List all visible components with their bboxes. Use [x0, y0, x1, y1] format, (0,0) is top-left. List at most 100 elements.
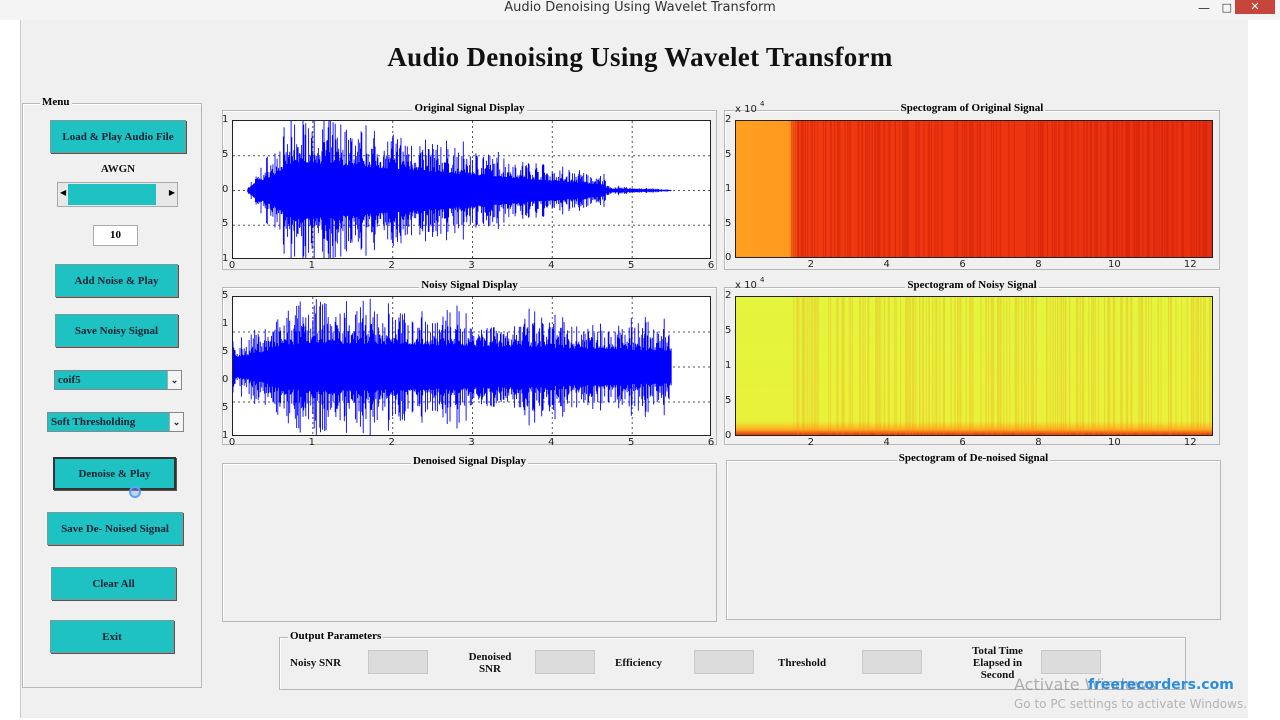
plot-title-text: Original Signal Display [412, 102, 527, 114]
axes [232, 120, 711, 259]
x-tick-label: 5 [627, 260, 635, 271]
threshold-value: Soft Thresholding [51, 416, 136, 428]
plot-title: Original Signal Display [222, 102, 717, 114]
x-tick-label: 4 [883, 437, 890, 448]
output-field[interactable] [694, 650, 754, 674]
x-tick-label: 10 [1107, 259, 1121, 270]
plot-title-text: Spectogram of Noisy Signal [905, 279, 1039, 291]
minimize[interactable]: — [1198, 1, 1210, 15]
x-tick-label: 2 [388, 260, 395, 271]
header-title: Audio Denoising Using Wavelet Transform [387, 42, 893, 72]
axis-exponent: x 10 [735, 280, 757, 291]
window-title: Audio Denoising Using Wavelet Transform [504, 0, 776, 15]
maximize[interactable]: □ [1221, 1, 1232, 14]
output-field[interactable] [368, 650, 428, 674]
output-title: Output Parameters [288, 630, 384, 642]
y-tick-label: 5 [725, 325, 732, 336]
plot-title: Noisy Signal Display [222, 279, 717, 291]
slider-right[interactable]: ▶ [168, 188, 175, 197]
x-tick-label: 4 [548, 260, 555, 271]
x-tick-label: 6 [959, 259, 966, 270]
x-tick-label: 12 [1183, 259, 1197, 270]
y-tick-label: 1 [222, 430, 229, 441]
exit-button[interactable]: Exit [50, 620, 174, 653]
x-tick-label: 5 [627, 437, 635, 448]
y-tick-label: 5 [222, 290, 229, 301]
y-tick-label: 1 [725, 183, 732, 194]
dropdown-arrow: ⌄ [169, 413, 183, 431]
y-tick-label: 5 [725, 395, 732, 406]
x-tick-label: 3 [468, 260, 475, 271]
awgn-slider[interactable]: ◀ ▶ [57, 182, 178, 207]
x-tick-label: 12 [1183, 437, 1197, 448]
output-field[interactable] [535, 650, 595, 674]
x-tick-label: 8 [1035, 259, 1042, 270]
menu-label: Menu [40, 96, 72, 108]
waveform-plot [233, 297, 710, 435]
activate-hint: Go to PC settings to activate Windows. [1014, 697, 1248, 711]
title-bar: Audio Denoising Using Wavelet Transform … [0, 0, 1280, 20]
x-tick-label: 0 [228, 437, 236, 448]
waveform [247, 121, 672, 258]
slider-left[interactable]: ◀ [60, 188, 67, 197]
y-tick-label: 1 [222, 253, 229, 264]
plot-title-text: Spectogram of Original Signal [898, 102, 1046, 114]
plot-title: Spectogram of Original Signal [724, 102, 1220, 114]
spectrogram-lines [793, 297, 1212, 435]
axes [735, 120, 1213, 258]
x-tick-label: 6 [707, 260, 715, 271]
load-button[interactable]: Load & Play Audio File [50, 120, 186, 153]
wavelet-select[interactable]: coif5 ⌄ [54, 370, 182, 390]
awgn-label: AWGN [100, 163, 136, 175]
output-panel [279, 637, 1186, 690]
x-tick-label: 4 [548, 437, 555, 448]
x-tick-label: 2 [388, 437, 395, 448]
plot-panel [222, 463, 717, 622]
axes [735, 296, 1213, 436]
y-tick-label: 2 [725, 290, 732, 301]
axis-exponent: x 10 [735, 104, 757, 115]
spectrogram-texture [793, 297, 1212, 435]
threshold-select[interactable]: Soft Thresholding ⌄ [47, 412, 184, 432]
y-tick-label: 1 [222, 114, 229, 125]
x-tick-label: 1 [308, 437, 316, 448]
x-tick-label: 2 [807, 259, 815, 270]
waveform-plot [233, 121, 710, 258]
slider-thumb[interactable] [68, 184, 156, 205]
y-tick-label: 0 [222, 374, 229, 385]
y-tick-label: 0 [725, 430, 732, 441]
y-tick-label: 5 [222, 218, 229, 230]
add-noise-button[interactable]: Add Noise & Play [55, 264, 178, 297]
x-tick-label: 8 [1035, 437, 1042, 448]
y-tick-label: 2 [725, 114, 732, 125]
dropdown-arrow: ⌄ [167, 371, 181, 389]
awgn-value[interactable]: 10 [93, 225, 138, 246]
axis-exponent-power: 4 [760, 100, 765, 108]
y-tick-label: 5 [222, 148, 229, 160]
activate-watermark: Activate Windows [1014, 675, 1157, 694]
x-tick-label: 10 [1107, 437, 1121, 448]
y-tick-label: 5 [222, 402, 229, 413]
axes [232, 296, 711, 436]
output-field[interactable] [1041, 650, 1101, 674]
menu-panel [22, 103, 202, 688]
plot-title: Spectogram of Noisy Signal [724, 279, 1220, 291]
recorder-watermark: freerecorders.com [1088, 677, 1234, 693]
plot-panel [726, 460, 1221, 620]
close[interactable]: ✕ [1235, 0, 1275, 14]
output-field[interactable] [862, 650, 922, 674]
spectrogram-lines [791, 121, 1212, 257]
axis-exponent-power: 4 [760, 276, 765, 284]
plot-title: Denoised Signal Display [222, 455, 717, 467]
save-denoised-button[interactable]: Save De- Noised Signal [47, 512, 183, 545]
plot-title-text: Spectogram of De-noised Signal [896, 452, 1051, 464]
x-tick-label: 0 [228, 260, 236, 271]
clear-button[interactable]: Clear All [51, 567, 176, 600]
cursor [129, 486, 141, 498]
denoise-button[interactable]: Denoise & Play [53, 457, 176, 490]
waveform [233, 298, 672, 435]
save-noisy-button[interactable]: Save Noisy Signal [55, 314, 178, 347]
spectrogram-texture [791, 121, 1212, 257]
x-tick-label: 3 [468, 437, 475, 448]
